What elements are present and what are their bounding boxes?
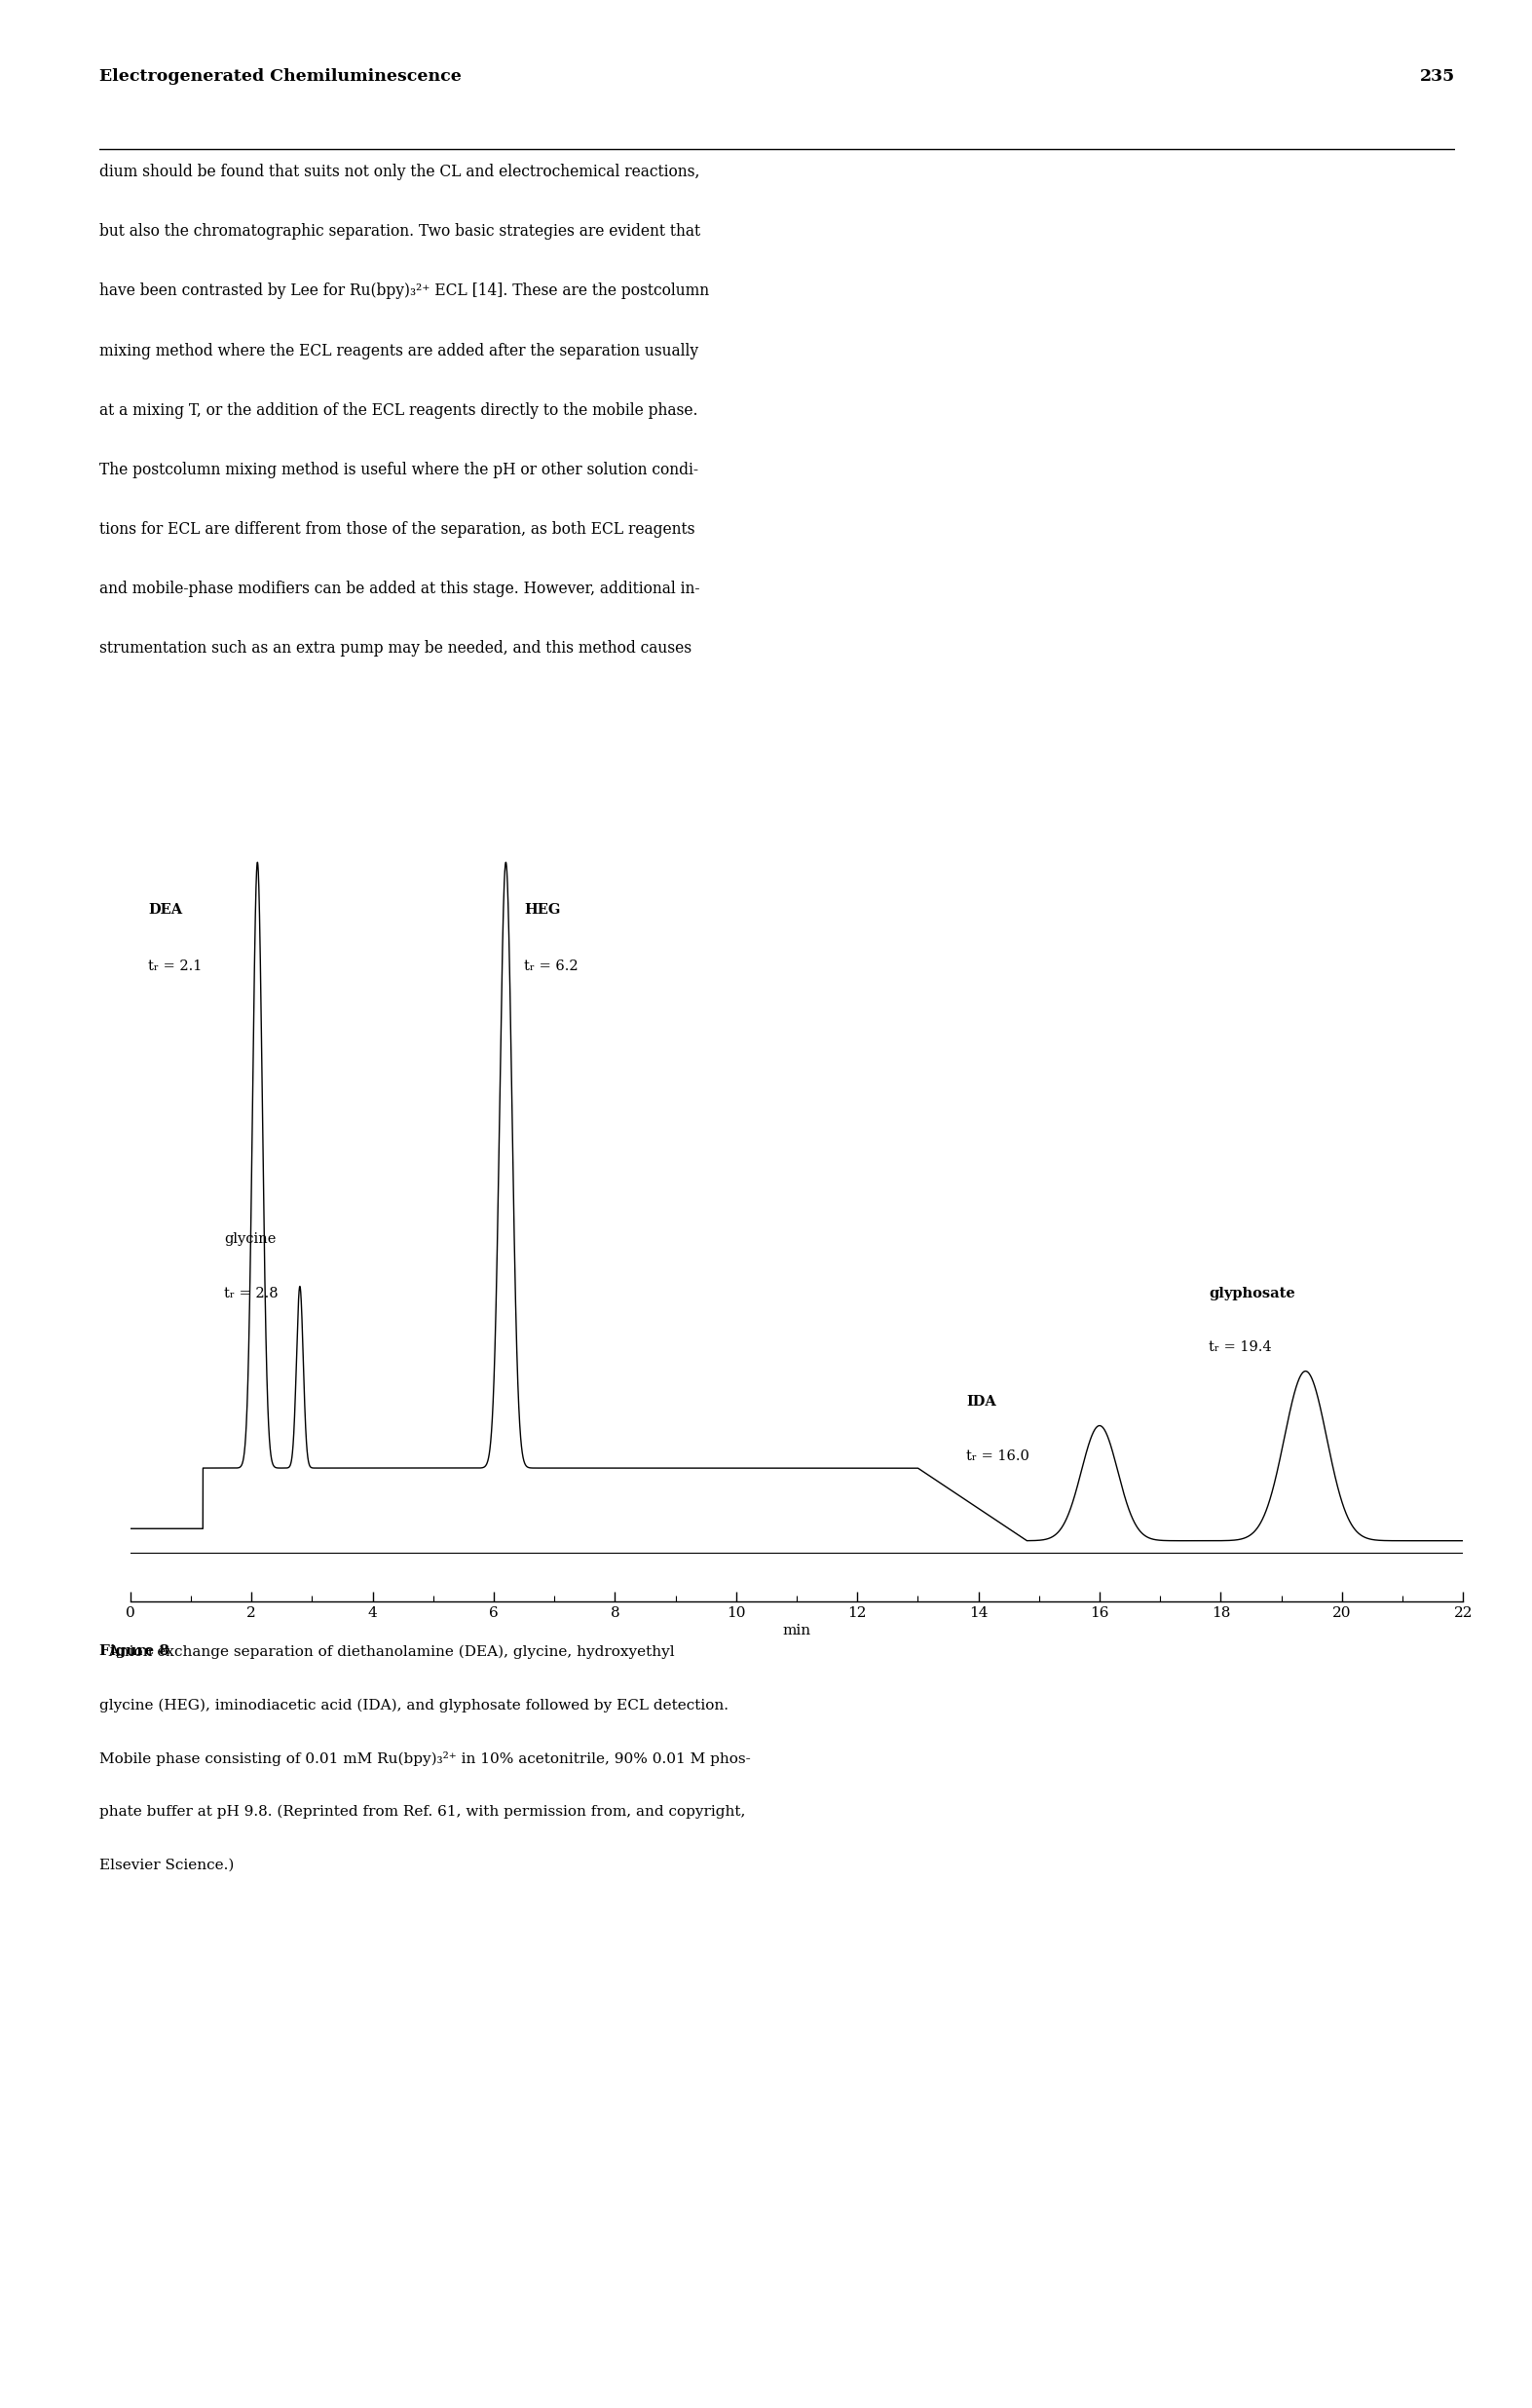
Text: phate buffer at pH 9.8. (Reprinted from Ref. 61, with permission from, and copyr: phate buffer at pH 9.8. (Reprinted from …	[100, 1806, 746, 1818]
Text: tᵣ = 6.2: tᵣ = 6.2	[524, 958, 578, 973]
Text: glycine: glycine	[224, 1233, 276, 1245]
Text: mixing method where the ECL reagents are added after the separation usually: mixing method where the ECL reagents are…	[100, 342, 699, 359]
X-axis label: min: min	[783, 1623, 810, 1637]
Text: Figure 8: Figure 8	[100, 1645, 170, 1659]
Text: and mobile-phase modifiers can be added at this stage. However, additional in-: and mobile-phase modifiers can be added …	[100, 580, 700, 597]
Text: Mobile phase consisting of 0.01 mM Ru(bpy)₃²⁺ in 10% acetonitrile, 90% 0.01 M ph: Mobile phase consisting of 0.01 mM Ru(bp…	[100, 1751, 751, 1765]
Text: tᵣ = 2.8: tᵣ = 2.8	[224, 1286, 279, 1300]
Text: Electrogenerated Chemiluminescence: Electrogenerated Chemiluminescence	[100, 70, 461, 84]
Text: tions for ECL are different from those of the separation, as both ECL reagents: tions for ECL are different from those o…	[100, 520, 696, 537]
Text: 235: 235	[1420, 70, 1455, 84]
Text: tᵣ = 16.0: tᵣ = 16.0	[967, 1450, 1030, 1464]
Text: The postcolumn mixing method is useful where the pH or other solution condi-: The postcolumn mixing method is useful w…	[100, 462, 699, 479]
Text: Anion exchange separation of diethanolamine (DEA), glycine, hydroxyethyl: Anion exchange separation of diethanolam…	[100, 1645, 674, 1659]
Text: but also the chromatographic separation. Two basic strategies are evident that: but also the chromatographic separation.…	[100, 224, 700, 241]
Text: have been contrasted by Lee for Ru(bpy)₃²⁺ ECL [14]. These are the postcolumn: have been contrasted by Lee for Ru(bpy)₃…	[100, 282, 709, 299]
Text: tᵣ = 19.4: tᵣ = 19.4	[1209, 1341, 1272, 1353]
Text: tᵣ = 2.1: tᵣ = 2.1	[149, 958, 202, 973]
Text: Elsevier Science.): Elsevier Science.)	[100, 1859, 234, 1871]
Text: IDA: IDA	[967, 1394, 996, 1409]
Text: at a mixing T, or the addition of the ECL reagents directly to the mobile phase.: at a mixing T, or the addition of the EC…	[100, 402, 699, 419]
Text: dium should be found that suits not only the CL and electrochemical reactions,: dium should be found that suits not only…	[100, 164, 700, 181]
Text: glycine (HEG), iminodiacetic acid (IDA), and glyphosate followed by ECL detectio: glycine (HEG), iminodiacetic acid (IDA),…	[100, 1698, 729, 1712]
Text: strumentation such as an extra pump may be needed, and this method causes: strumentation such as an extra pump may …	[100, 641, 692, 657]
Text: glyphosate: glyphosate	[1209, 1286, 1295, 1300]
Text: HEG: HEG	[524, 903, 561, 917]
Text: DEA: DEA	[149, 903, 182, 917]
